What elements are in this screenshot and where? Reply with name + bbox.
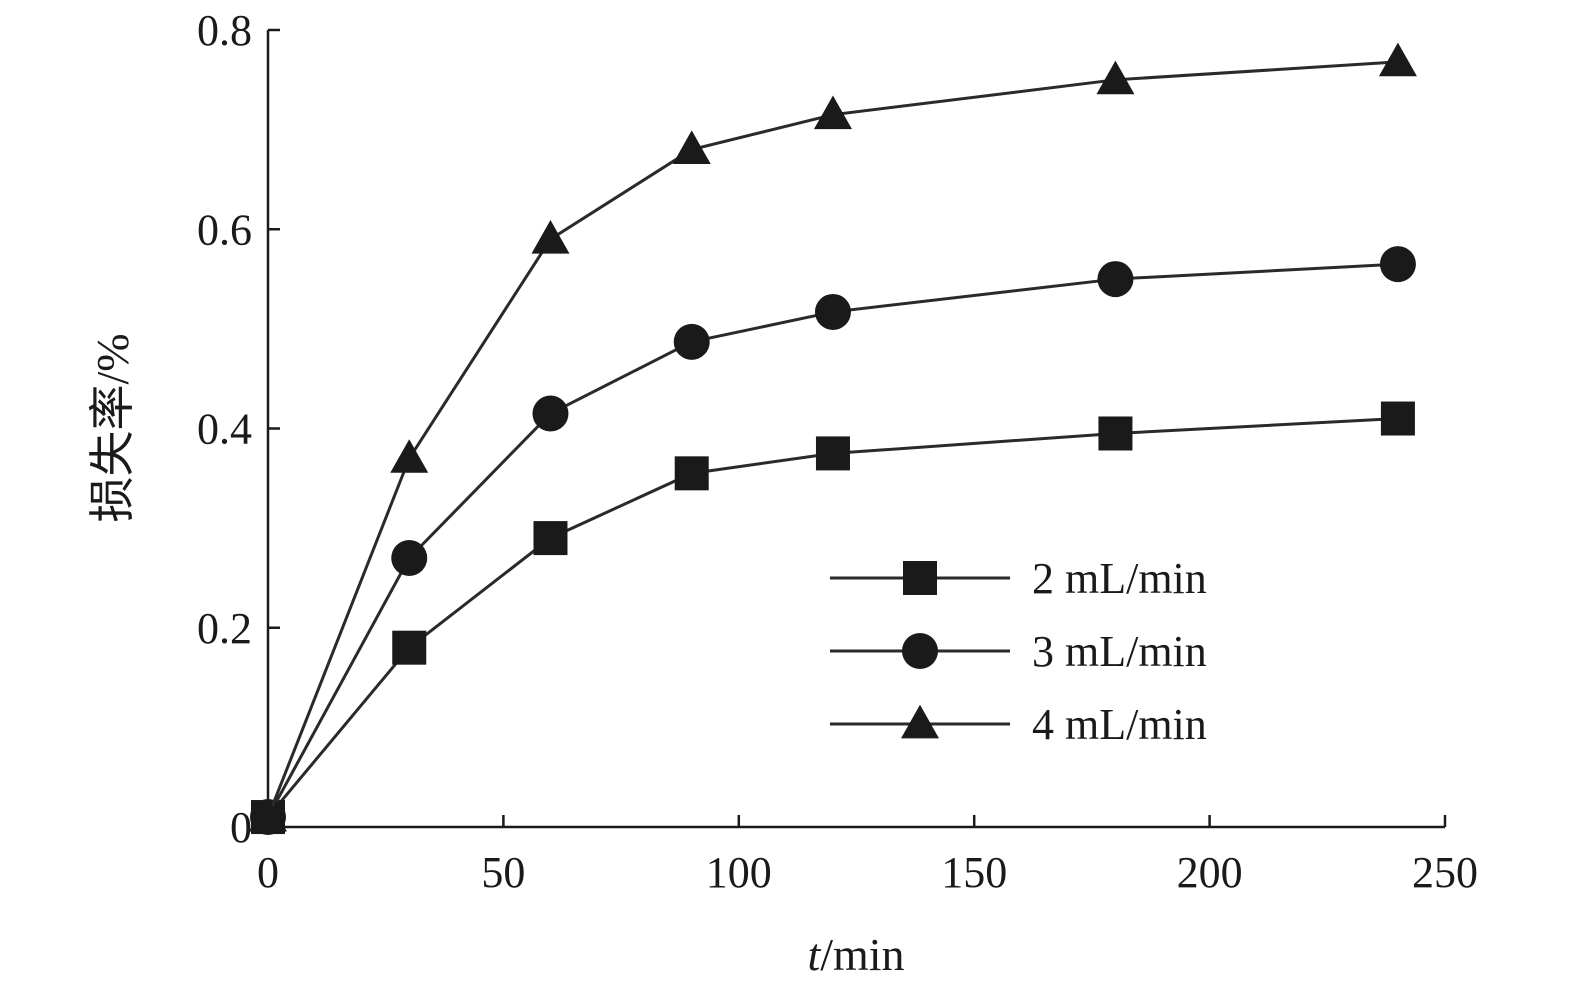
data-point-circle	[814, 293, 851, 330]
y-tick-label: 0.8	[197, 6, 252, 55]
x-tick-label: 0	[257, 848, 279, 897]
data-point-triangle	[1378, 42, 1417, 77]
data-point-triangle	[672, 130, 711, 164]
data-point-triangle	[249, 797, 287, 832]
legend-label: 2 mL/min	[1032, 554, 1207, 603]
x-tick-label: 100	[706, 848, 772, 897]
y-tick-label: 0.6	[197, 205, 252, 254]
series-2	[250, 246, 1416, 836]
x-tick-label: 200	[1177, 848, 1243, 897]
data-point-square	[1380, 401, 1415, 436]
data-point-square	[815, 436, 850, 471]
data-point-square	[1098, 416, 1133, 451]
x-ticks: 0 50 100 150 200 250	[257, 815, 1478, 897]
data-point-triangle	[813, 95, 852, 130]
series-1	[251, 401, 1415, 835]
series-line	[266, 417, 1398, 818]
x-axis-label-italic: t	[807, 929, 821, 980]
data-point-triangle	[531, 220, 570, 254]
x-tick-label: 250	[1412, 848, 1478, 897]
y-ticks: 0 0.2 0.4 0.6 0.8	[197, 6, 280, 852]
data-point-circle	[1097, 261, 1134, 298]
x-axis-label-unit: /min	[820, 929, 904, 980]
x-axis-label: t/min	[807, 929, 904, 980]
y-tick-label: 0.2	[197, 604, 252, 653]
x-tick-label: 150	[941, 848, 1007, 897]
legend-label: 4 mL/min	[1032, 700, 1207, 749]
legend-marker-square	[903, 561, 937, 595]
y-tick-label: 0.4	[197, 405, 252, 454]
data-point-square	[533, 521, 568, 556]
series-3	[249, 42, 1417, 832]
data-point-circle	[1379, 246, 1416, 283]
legend-marker-triangle	[901, 704, 939, 739]
legend-label: 3 mL/min	[1032, 627, 1207, 676]
data-point-square	[392, 630, 427, 665]
data-point-triangle	[1096, 60, 1135, 95]
data-point-square	[674, 456, 709, 491]
data-point-circle	[532, 395, 569, 432]
legend-item: 2 mL/min	[830, 554, 1207, 603]
y-axis-label: 损失率/%	[87, 333, 138, 522]
legend-item: 3 mL/min	[830, 627, 1207, 676]
axes	[266, 30, 1445, 829]
data-point-circle	[391, 540, 428, 577]
data-point-circle	[673, 323, 710, 360]
series-layer	[249, 42, 1417, 836]
data-point-triangle	[390, 439, 429, 473]
legend: 2 mL/min 3 mL/min 4 mL/min	[830, 554, 1207, 749]
legend-item: 4 mL/min	[830, 700, 1207, 749]
legend-marker-circle	[902, 633, 938, 669]
x-tick-label: 50	[481, 848, 525, 897]
y-tick-label: 0	[230, 803, 252, 852]
series-line	[266, 262, 1398, 818]
